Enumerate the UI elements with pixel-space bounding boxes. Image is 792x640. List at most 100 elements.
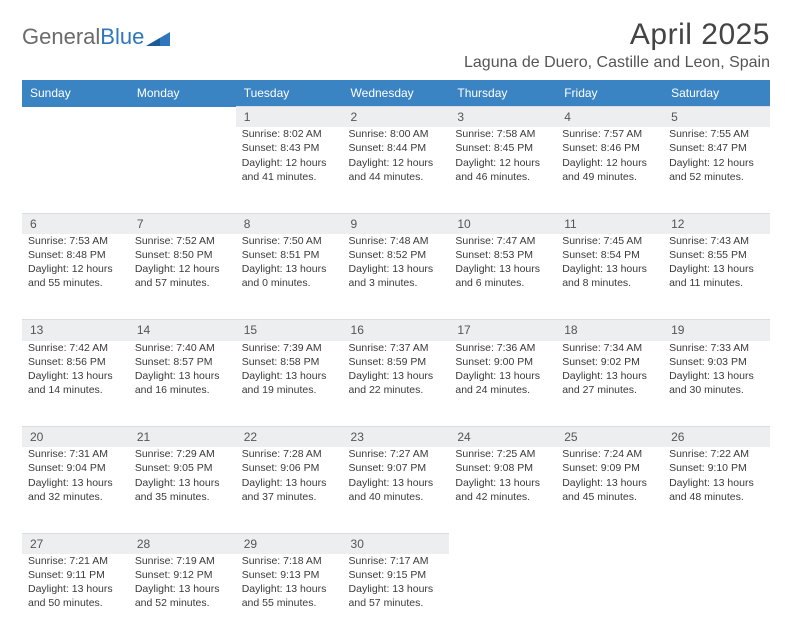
sunset-text: Sunset: 9:09 PM	[562, 461, 657, 475]
sunrise-text: Sunrise: 7:58 AM	[455, 127, 550, 141]
sunrise-text: Sunrise: 7:31 AM	[28, 447, 123, 461]
sunrise-text: Sunrise: 7:55 AM	[669, 127, 764, 141]
daylight-text: Daylight: 13 hours and 19 minutes.	[242, 369, 337, 397]
sunrise-text: Sunrise: 8:00 AM	[349, 127, 444, 141]
sunrise-text: Sunrise: 7:53 AM	[28, 234, 123, 248]
page-title: April 2025	[464, 18, 770, 52]
day-number-cell: 18	[556, 320, 663, 341]
day-number-cell: 30	[343, 533, 450, 554]
daylight-text: Daylight: 12 hours and 55 minutes.	[28, 262, 123, 290]
day-detail-cell: Sunrise: 7:45 AMSunset: 8:54 PMDaylight:…	[556, 234, 663, 320]
day-header: Monday	[129, 80, 236, 107]
day-detail-cell: Sunrise: 7:40 AMSunset: 8:57 PMDaylight:…	[129, 341, 236, 427]
day-number-cell: 20	[22, 427, 129, 448]
daylight-text: Daylight: 13 hours and 3 minutes.	[349, 262, 444, 290]
sunrise-text: Sunrise: 7:22 AM	[669, 447, 764, 461]
sunset-text: Sunset: 8:48 PM	[28, 248, 123, 262]
sunrise-text: Sunrise: 7:21 AM	[28, 554, 123, 568]
sunrise-text: Sunrise: 7:37 AM	[349, 341, 444, 355]
sunrise-text: Sunrise: 7:27 AM	[349, 447, 444, 461]
sunrise-text: Sunrise: 7:17 AM	[349, 554, 444, 568]
daylight-text: Daylight: 13 hours and 48 minutes.	[669, 476, 764, 504]
day-number-cell: 4	[556, 107, 663, 128]
day-detail-cell: Sunrise: 7:57 AMSunset: 8:46 PMDaylight:…	[556, 127, 663, 213]
logo-triangle-icon	[146, 28, 170, 46]
sunset-text: Sunset: 9:10 PM	[669, 461, 764, 475]
day-detail-row: Sunrise: 7:21 AMSunset: 9:11 PMDaylight:…	[22, 554, 770, 640]
day-header: Tuesday	[236, 80, 343, 107]
sunrise-text: Sunrise: 7:43 AM	[669, 234, 764, 248]
day-number-row: 20212223242526	[22, 427, 770, 448]
day-detail-cell: Sunrise: 7:52 AMSunset: 8:50 PMDaylight:…	[129, 234, 236, 320]
sunrise-text: Sunrise: 7:36 AM	[455, 341, 550, 355]
sunrise-text: Sunrise: 7:42 AM	[28, 341, 123, 355]
day-number-row: 12345	[22, 107, 770, 128]
sunset-text: Sunset: 8:56 PM	[28, 355, 123, 369]
sunrise-text: Sunrise: 7:39 AM	[242, 341, 337, 355]
sunset-text: Sunset: 8:52 PM	[349, 248, 444, 262]
day-detail-cell: Sunrise: 8:00 AMSunset: 8:44 PMDaylight:…	[343, 127, 450, 213]
page-header: GeneralBlue April 2025 Laguna de Duero, …	[22, 18, 770, 72]
sunset-text: Sunset: 9:00 PM	[455, 355, 550, 369]
sunset-text: Sunset: 9:07 PM	[349, 461, 444, 475]
day-number-cell: 7	[129, 213, 236, 234]
day-detail-cell: Sunrise: 7:18 AMSunset: 9:13 PMDaylight:…	[236, 554, 343, 640]
day-detail-cell: Sunrise: 7:37 AMSunset: 8:59 PMDaylight:…	[343, 341, 450, 427]
day-number-cell: 25	[556, 427, 663, 448]
day-detail-cell: Sunrise: 7:50 AMSunset: 8:51 PMDaylight:…	[236, 234, 343, 320]
day-number-cell: 16	[343, 320, 450, 341]
sunset-text: Sunset: 9:15 PM	[349, 568, 444, 582]
day-detail-cell: Sunrise: 7:39 AMSunset: 8:58 PMDaylight:…	[236, 341, 343, 427]
sunset-text: Sunset: 8:59 PM	[349, 355, 444, 369]
daylight-text: Daylight: 13 hours and 40 minutes.	[349, 476, 444, 504]
daylight-text: Daylight: 13 hours and 0 minutes.	[242, 262, 337, 290]
day-detail-cell: Sunrise: 7:43 AMSunset: 8:55 PMDaylight:…	[663, 234, 770, 320]
day-header-row: Sunday Monday Tuesday Wednesday Thursday…	[22, 80, 770, 107]
daylight-text: Daylight: 13 hours and 11 minutes.	[669, 262, 764, 290]
sunrise-text: Sunrise: 7:33 AM	[669, 341, 764, 355]
day-detail-cell: Sunrise: 7:55 AMSunset: 8:47 PMDaylight:…	[663, 127, 770, 213]
daylight-text: Daylight: 13 hours and 8 minutes.	[562, 262, 657, 290]
day-number-cell: 15	[236, 320, 343, 341]
day-detail-cell	[449, 554, 556, 640]
sunset-text: Sunset: 8:58 PM	[242, 355, 337, 369]
day-number-cell: 6	[22, 213, 129, 234]
daylight-text: Daylight: 13 hours and 27 minutes.	[562, 369, 657, 397]
title-block: April 2025 Laguna de Duero, Castille and…	[464, 18, 770, 72]
day-number-row: 6789101112	[22, 213, 770, 234]
daylight-text: Daylight: 13 hours and 35 minutes.	[135, 476, 230, 504]
sunrise-text: Sunrise: 7:57 AM	[562, 127, 657, 141]
day-detail-row: Sunrise: 7:31 AMSunset: 9:04 PMDaylight:…	[22, 447, 770, 533]
day-detail-cell	[663, 554, 770, 640]
daylight-text: Daylight: 13 hours and 57 minutes.	[349, 582, 444, 610]
day-detail-cell: Sunrise: 7:22 AMSunset: 9:10 PMDaylight:…	[663, 447, 770, 533]
sunset-text: Sunset: 9:02 PM	[562, 355, 657, 369]
daylight-text: Daylight: 13 hours and 50 minutes.	[28, 582, 123, 610]
sunset-text: Sunset: 9:13 PM	[242, 568, 337, 582]
calendar-body: 12345Sunrise: 8:02 AMSunset: 8:43 PMDayl…	[22, 107, 770, 640]
day-detail-cell: Sunrise: 7:47 AMSunset: 8:53 PMDaylight:…	[449, 234, 556, 320]
day-detail-cell: Sunrise: 7:21 AMSunset: 9:11 PMDaylight:…	[22, 554, 129, 640]
logo-text-part1: General	[22, 24, 100, 50]
sunset-text: Sunset: 9:06 PM	[242, 461, 337, 475]
day-detail-cell	[129, 127, 236, 213]
day-detail-cell: Sunrise: 7:31 AMSunset: 9:04 PMDaylight:…	[22, 447, 129, 533]
daylight-text: Daylight: 13 hours and 6 minutes.	[455, 262, 550, 290]
day-detail-cell: Sunrise: 7:42 AMSunset: 8:56 PMDaylight:…	[22, 341, 129, 427]
sunrise-text: Sunrise: 7:24 AM	[562, 447, 657, 461]
daylight-text: Daylight: 12 hours and 52 minutes.	[669, 156, 764, 184]
day-number-cell: 14	[129, 320, 236, 341]
calendar-page: GeneralBlue April 2025 Laguna de Duero, …	[0, 0, 792, 640]
day-number-row: 27282930	[22, 533, 770, 554]
daylight-text: Daylight: 13 hours and 42 minutes.	[455, 476, 550, 504]
day-header: Thursday	[449, 80, 556, 107]
day-header: Saturday	[663, 80, 770, 107]
day-detail-cell: Sunrise: 7:24 AMSunset: 9:09 PMDaylight:…	[556, 447, 663, 533]
sunrise-text: Sunrise: 7:28 AM	[242, 447, 337, 461]
location-text: Laguna de Duero, Castille and Leon, Spai…	[464, 54, 770, 72]
day-number-row: 13141516171819	[22, 320, 770, 341]
sunset-text: Sunset: 8:50 PM	[135, 248, 230, 262]
day-detail-cell: Sunrise: 8:02 AMSunset: 8:43 PMDaylight:…	[236, 127, 343, 213]
day-number-cell: 26	[663, 427, 770, 448]
day-number-cell: 11	[556, 213, 663, 234]
